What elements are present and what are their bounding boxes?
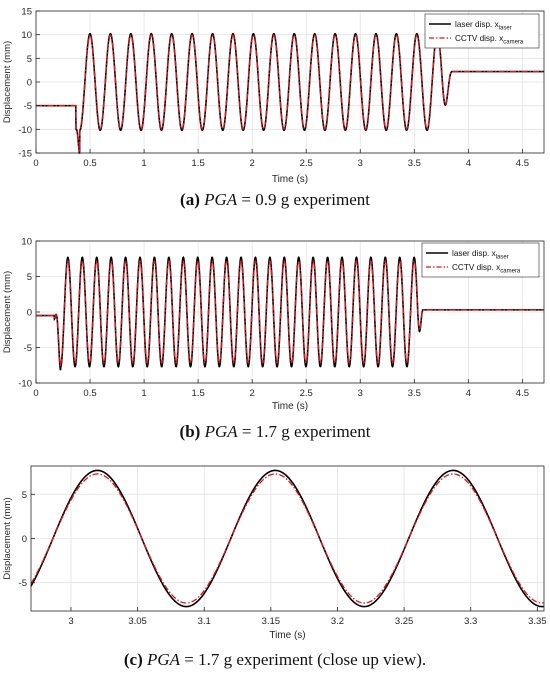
x-tick-label: 2.5 [300, 158, 313, 169]
legend-entry: CCTV disp. xcamera [452, 263, 521, 275]
y-tick-label: 0 [27, 78, 32, 89]
x-tick-label: 3.15 [262, 616, 281, 627]
x-tick-label: 3.05 [128, 616, 147, 627]
x-tick-label: 1.5 [192, 158, 205, 169]
y-tick-label: 0 [27, 308, 32, 319]
y-tick-label: -10 [18, 125, 32, 136]
x-tick-label: 4 [466, 158, 471, 169]
y-axis-label: Displacement (mm) [2, 497, 13, 579]
caption-b-variable: PGA [204, 422, 238, 441]
x-tick-label: 4 [466, 388, 471, 399]
x-tick-label: 0 [33, 158, 38, 169]
x-tick-label: 1 [141, 388, 146, 399]
x-tick-label: 3.5 [408, 158, 421, 169]
legend-entry: laser disp. xlaser [455, 20, 512, 32]
caption-a-variable: PGA [204, 190, 238, 209]
x-tick-label: 3.25 [395, 616, 414, 627]
y-tick-label: -15 [18, 149, 32, 160]
x-tick-label: 1.5 [192, 388, 205, 399]
y-axis-label: Displacement (mm) [2, 41, 13, 123]
caption-b-text: = 1.7 g experiment [237, 422, 371, 441]
y-tick-label: 10 [21, 30, 32, 41]
x-tick-label: 3.5 [408, 388, 421, 399]
x-tick-label: 2.5 [300, 388, 313, 399]
y-tick-label: 5 [27, 272, 32, 283]
y-tick-label: 5 [27, 54, 32, 65]
caption-b-label: (b) [179, 422, 201, 441]
x-tick-label: 1 [141, 158, 146, 169]
x-axis-label: Time (s) [269, 630, 305, 641]
caption-c-variable: PGA [146, 650, 181, 669]
x-axis-label: Time (s) [272, 401, 308, 412]
series-camera-line [30, 473, 545, 604]
legend-entry: CCTV disp. xcamera [455, 34, 524, 46]
y-tick-label: 0 [22, 534, 27, 545]
legend-box [421, 242, 540, 278]
caption-c: (c) PGA = 1.7 g experiment (close up vie… [0, 650, 550, 670]
chart-panel-c: 3 3.05 3.1 3.15 3.2 3.25 3.3 3.35 -5 0 5 Time (s) Di… [2, 465, 547, 641]
x-tick-label: 0 [33, 388, 38, 399]
x-tick-label: 0.5 [83, 388, 96, 399]
x-tick-label: 3.35 [528, 616, 547, 627]
y-tick-label: 10 [21, 237, 32, 248]
x-tick-label: 3 [68, 616, 73, 627]
x-tick-label: 4.5 [516, 388, 529, 399]
x-tick-label: 2 [250, 388, 255, 399]
x-tick-label: 3.1 [198, 616, 211, 627]
caption-a-text: = 0.9 g experiment [237, 190, 370, 209]
x-tick-label: 3.2 [331, 616, 344, 627]
chart-panel-a: 0 0.5 1 1.5 2 2.5 3 3.5 4 4.5 -15 -10 -5 0 5 10 15 Time (… [2, 7, 545, 185]
series-camera-line [36, 259, 544, 367]
x-tick-label: 4.5 [516, 158, 529, 169]
y-tick-label: 15 [21, 7, 32, 18]
y-tick-label: -5 [19, 578, 27, 589]
x-tick-label: 2 [250, 158, 255, 169]
x-tick-label: 0.5 [83, 158, 96, 169]
series-laser-line [30, 469, 545, 608]
x-axis-label: Time (s) [272, 174, 308, 185]
x-tick-label: 3 [358, 388, 363, 399]
series-laser-line [36, 32, 544, 154]
y-tick-label: 5 [22, 490, 27, 501]
y-tick-label: -10 [18, 379, 32, 390]
y-tick-label: -5 [24, 101, 32, 112]
x-tick-label: 3 [358, 158, 363, 169]
y-axis-label: Displacement (mm) [2, 271, 13, 353]
y-tick-label: -5 [24, 343, 32, 354]
caption-c-label: (c) [123, 650, 143, 669]
legend: laser disp. xlaser CCTV disp. xcamera [421, 242, 540, 278]
legend: laser disp. xlaser CCTV disp. xcamera [424, 13, 540, 49]
caption-a: (a) PGA = 0.9 g experiment [0, 190, 550, 210]
legend-entry: laser disp. xlaser [452, 249, 509, 261]
legend-box [424, 13, 540, 49]
chart-panel-b: 0 0.5 1 1.5 2 2.5 3 3.5 4 4.5 -10 -5 0 5 10 Time (s) Dis… [2, 237, 545, 412]
caption-c-text: = 1.7 g experiment (close up view). [180, 650, 427, 669]
caption-b: (b) PGA = 1.7 g experiment [0, 422, 550, 442]
caption-a-label: (a) [180, 190, 200, 209]
x-tick-label: 3.3 [464, 616, 477, 627]
